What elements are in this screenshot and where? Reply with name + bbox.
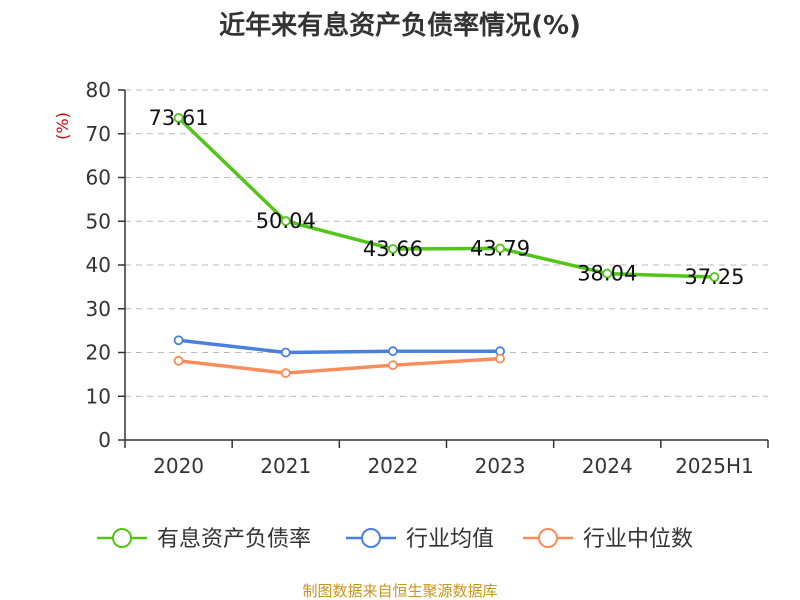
y-tick-label: 40 — [86, 253, 111, 277]
data-point — [173, 113, 184, 123]
data-point — [280, 347, 291, 358]
legend-swatch-marker — [361, 528, 381, 548]
y-axis-title: (%) — [53, 112, 72, 140]
data-label: 38.04 — [577, 262, 637, 286]
series-lines — [177, 116, 715, 375]
data-labels: 73.61 50.04 43.66 43.79 38.04 37.25 — [149, 106, 745, 289]
x-tick-label: 2021 — [260, 454, 311, 478]
data-point — [388, 346, 398, 357]
legend-swatch-marker — [538, 528, 558, 548]
legend-swatch-marker — [112, 528, 132, 548]
series-line — [178, 338, 501, 355]
x-tick-label: 2024 — [582, 454, 633, 478]
data-point — [280, 216, 291, 226]
data-label: 43.66 — [363, 237, 423, 261]
legend-label: 有息资产负债率 — [157, 527, 311, 552]
x-tick-label: 2022 — [367, 454, 418, 478]
data-point — [495, 243, 505, 254]
y-tick-label: 60 — [86, 166, 111, 190]
data-point — [602, 268, 613, 279]
x-tick-label: 2025H1 — [675, 454, 754, 478]
data-point — [173, 335, 184, 346]
data-point — [709, 272, 720, 282]
x-tick-label: 2023 — [475, 454, 526, 478]
legend-label: 行业中位数 — [583, 527, 693, 552]
y-tick-label: 10 — [86, 384, 111, 408]
legend-item[interactable]: 有息资产负债率 — [97, 527, 311, 552]
axes — [118, 89, 769, 448]
legend-label: 行业均值 — [406, 527, 494, 552]
x-tick-labels: 2020 2021 2022 2023 2024 2025H1 — [153, 454, 754, 478]
legend[interactable]: 有息资产负债率 行业均值 行业中位数 — [97, 527, 693, 552]
data-point — [388, 244, 398, 254]
y-tick-label: 50 — [86, 209, 111, 233]
chart-title: 近年来有息资产负债率情况(%) — [219, 10, 581, 41]
series-line — [178, 356, 501, 375]
data-point — [173, 355, 184, 366]
data-point — [280, 368, 291, 378]
y-tick-label: 70 — [86, 122, 111, 146]
data-label: 43.79 — [470, 236, 530, 260]
y-tick-label: 30 — [86, 297, 111, 321]
series-line — [177, 116, 715, 279]
source-note: 制图数据来自恒生聚源数据库 — [302, 582, 497, 600]
data-label: 37.25 — [684, 265, 744, 289]
x-tick-label: 2020 — [153, 454, 204, 478]
data-label: 50.04 — [256, 209, 316, 233]
y-tick-labels: 0 10 20 30 40 50 60 70 80 — [86, 78, 111, 452]
series-points — [173, 113, 720, 378]
data-label: 73.61 — [149, 106, 209, 130]
y-tick-label: 0 — [98, 428, 111, 452]
data-point — [388, 360, 398, 371]
data-point — [495, 353, 505, 364]
y-tick-label: 20 — [86, 341, 111, 365]
legend-item[interactable]: 行业中位数 — [523, 527, 693, 552]
legend-item[interactable]: 行业均值 — [346, 527, 494, 552]
y-tick-label: 80 — [86, 78, 111, 102]
